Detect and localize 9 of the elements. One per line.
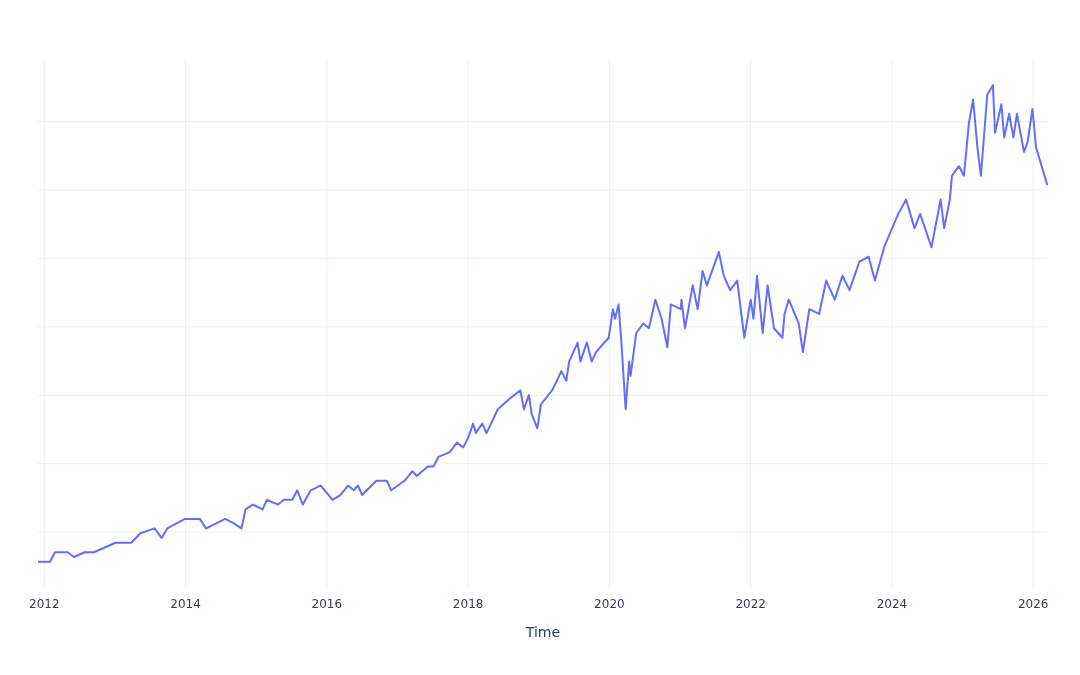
x-tick-label: 2026 — [1017, 597, 1049, 611]
x-tick-label: 2024 — [876, 597, 908, 611]
x-tick-label: 2022 — [735, 597, 766, 611]
x-tick-label: 2014 — [170, 597, 201, 611]
x-tick-label: 2016 — [311, 597, 343, 611]
x-tick-label: 2020 — [594, 597, 625, 611]
x-tick-label: 2012 — [29, 597, 60, 611]
x-axis-title: Time — [524, 624, 561, 640]
x-tick-label: 2018 — [452, 597, 484, 611]
